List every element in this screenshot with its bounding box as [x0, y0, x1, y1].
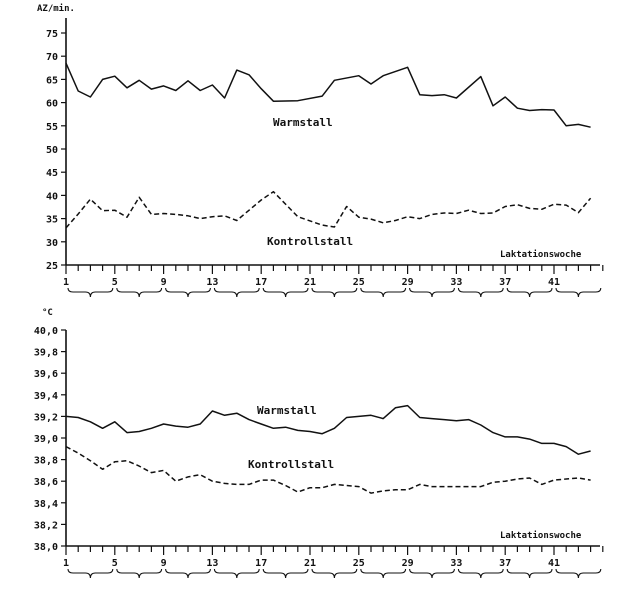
x-tick-label: 29	[402, 558, 414, 569]
y-tick-label: 39,6	[34, 369, 58, 380]
week-brace	[506, 287, 553, 298]
y-tick-label: 70	[46, 52, 58, 63]
x-tick-label: 25	[353, 277, 365, 288]
week-brace	[311, 568, 358, 579]
y-tick-label: 38,2	[34, 520, 58, 531]
week-brace	[116, 287, 163, 298]
week-brace	[457, 568, 504, 579]
series-lines	[65, 62, 592, 229]
y-tick-label: 75	[46, 29, 58, 40]
y-tick-label: 50	[46, 145, 58, 156]
x-tick-label: 13	[206, 277, 218, 288]
x-axis-label: Laktationswoche	[500, 249, 582, 260]
temperature-chart: °C Laktationswoche 38,038,238,438,638,83…	[34, 308, 604, 579]
y-ticks: 38,0 38,2 38,4 38,6 38,8 39,0 39,2 39,4 39,6 39,8…	[34, 326, 66, 553]
y-tick-label: 40,0	[34, 326, 58, 337]
y-tick-label: 38,8	[34, 456, 58, 467]
x-tick-label: 29	[402, 277, 414, 288]
y-tick-label: 45	[46, 168, 58, 179]
series-label-kontrollstall: Kontrollstall	[248, 458, 334, 471]
series-line-warmstall	[65, 62, 591, 128]
y-axis-label: AZ/min.	[37, 3, 75, 14]
week-brace	[457, 287, 504, 298]
y-tick-label: 39,4	[34, 391, 58, 402]
week-brace	[506, 568, 553, 579]
week-brace	[262, 287, 309, 298]
y-tick-label: 38,4	[34, 499, 58, 510]
week-brace	[360, 568, 407, 579]
week-brace	[262, 568, 309, 579]
x-tick-label: 17	[255, 277, 267, 288]
x-ticks: 1 5 9 13 17 21 25 29 33 37 41	[63, 546, 604, 569]
x-tick-label: 17	[255, 558, 267, 569]
x-tick-label: 37	[499, 558, 511, 569]
series-line-kontrollstall	[65, 445, 591, 494]
x-tick-label: 41	[548, 277, 560, 288]
x-tick-label: 1	[63, 277, 69, 288]
series-line-kontrollstall	[65, 190, 592, 229]
x-tick-label: 21	[304, 277, 316, 288]
y-tick-label: 40	[46, 191, 58, 202]
week-brace	[555, 568, 602, 579]
series-label-kontrollstall: Kontrollstall	[267, 235, 353, 248]
week-brace	[409, 568, 455, 579]
y-tick-label: 25	[46, 261, 58, 272]
x-tick-label: 33	[450, 558, 462, 569]
y-tick-label: 60	[46, 99, 58, 110]
series-line-warmstall	[65, 404, 591, 455]
week-brace	[213, 568, 260, 579]
week-brace	[555, 287, 602, 298]
y-tick-label: 39,2	[34, 412, 58, 423]
x-tick-label: 37	[499, 277, 511, 288]
week-brace	[409, 287, 455, 298]
heart-rate-chart: AZ/min. Laktationswoche 25 30 35 40 45 50 55 60…	[37, 3, 604, 298]
week-brace	[67, 287, 114, 298]
y-tick-label: 38,0	[34, 542, 58, 553]
x-ticks: 1 5 9 13 17 21 25 29 33 37 41	[63, 265, 604, 288]
y-tick-label: 65	[46, 75, 58, 86]
x-tick-label: 33	[450, 277, 462, 288]
y-tick-label: 38,6	[34, 477, 58, 488]
series-label-warmstall: Warmstall	[273, 116, 333, 129]
y-tick-label: 39,8	[34, 348, 58, 359]
week-braces	[67, 568, 602, 579]
series-lines	[65, 404, 591, 494]
week-brace	[360, 287, 407, 298]
week-brace	[165, 287, 211, 298]
y-ticks: 25 30 35 40 45 50 55 60 65 70 75	[46, 29, 66, 272]
y-tick-label: 35	[46, 215, 58, 226]
week-brace	[165, 568, 211, 579]
week-brace	[311, 287, 358, 298]
y-tick-label: 30	[46, 238, 58, 249]
x-tick-label: 9	[161, 558, 167, 569]
week-brace	[213, 287, 260, 298]
x-tick-label: 5	[112, 277, 118, 288]
x-tick-label: 41	[548, 558, 560, 569]
x-axis-label: Laktationswoche	[500, 530, 582, 541]
week-brace	[67, 568, 114, 579]
week-brace	[116, 568, 163, 579]
y-tick-label: 39,0	[34, 434, 58, 445]
x-tick-label: 25	[353, 558, 365, 569]
x-tick-label: 9	[161, 277, 167, 288]
y-tick-label: 55	[46, 122, 58, 133]
week-braces	[67, 287, 602, 298]
x-tick-label: 5	[112, 558, 118, 569]
x-tick-label: 21	[304, 558, 316, 569]
y-axis-label: °C	[42, 308, 53, 318]
x-tick-label: 13	[206, 558, 218, 569]
series-label-warmstall: Warmstall	[257, 404, 317, 417]
x-tick-label: 1	[63, 558, 69, 569]
